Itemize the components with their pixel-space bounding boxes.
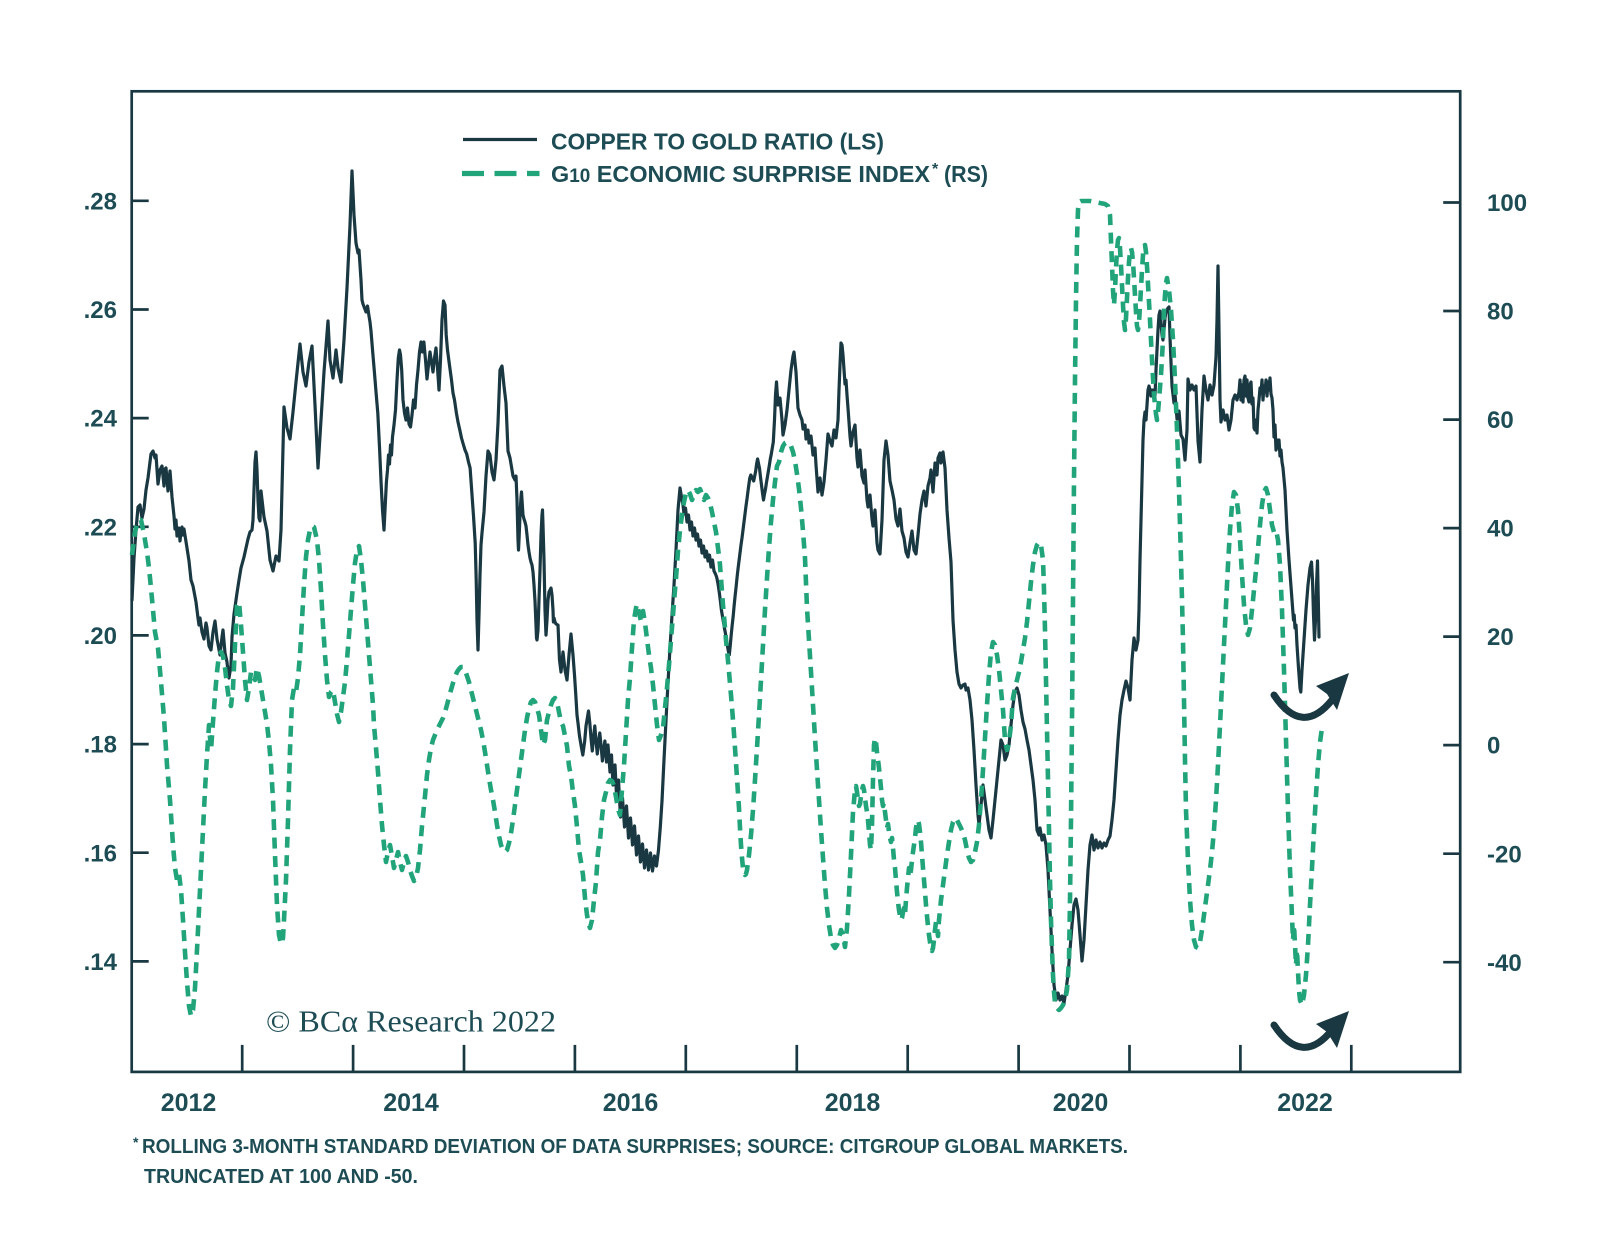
svg-text:2016: 2016 <box>603 1089 659 1117</box>
svg-text:G10 ECONOMIC SURPRISE INDEX: G10 ECONOMIC SURPRISE INDEX <box>551 161 930 187</box>
svg-text:0: 0 <box>1487 733 1500 760</box>
svg-text:2022: 2022 <box>1277 1089 1333 1117</box>
svg-text:.24: .24 <box>84 406 118 433</box>
svg-text:2012: 2012 <box>161 1089 217 1117</box>
svg-text:COPPER TO GOLD RATIO (LS): COPPER TO GOLD RATIO (LS) <box>551 129 884 155</box>
svg-text:.16: .16 <box>84 840 117 867</box>
svg-text:2020: 2020 <box>1053 1089 1109 1117</box>
svg-text:.22: .22 <box>84 514 117 541</box>
svg-text:.14: .14 <box>84 949 118 976</box>
svg-text:.20: .20 <box>84 623 117 650</box>
svg-text:60: 60 <box>1487 407 1514 434</box>
svg-text:*: * <box>133 1134 139 1150</box>
svg-text:40: 40 <box>1487 516 1514 543</box>
svg-text:TRUNCATED AT 100 AND -50.: TRUNCATED AT 100 AND -50. <box>144 1165 418 1188</box>
svg-text:2018: 2018 <box>825 1089 881 1117</box>
svg-text:.26: .26 <box>84 297 117 324</box>
svg-text:.18: .18 <box>84 732 117 759</box>
svg-text:-40: -40 <box>1487 950 1522 977</box>
svg-text:© BCα Research 2022: © BCα Research 2022 <box>266 1004 556 1039</box>
svg-text:-20: -20 <box>1487 841 1522 868</box>
svg-text:80: 80 <box>1487 299 1514 326</box>
svg-text:20: 20 <box>1487 624 1514 651</box>
svg-text:2014: 2014 <box>383 1089 439 1117</box>
svg-text:100: 100 <box>1487 190 1527 217</box>
svg-text:(RS): (RS) <box>944 161 988 187</box>
svg-text:*: * <box>932 161 939 178</box>
svg-text:.28: .28 <box>84 188 117 215</box>
svg-text:ROLLING 3-MONTH STANDARD DEVIA: ROLLING 3-MONTH STANDARD DEVIATION OF DA… <box>142 1135 1128 1158</box>
